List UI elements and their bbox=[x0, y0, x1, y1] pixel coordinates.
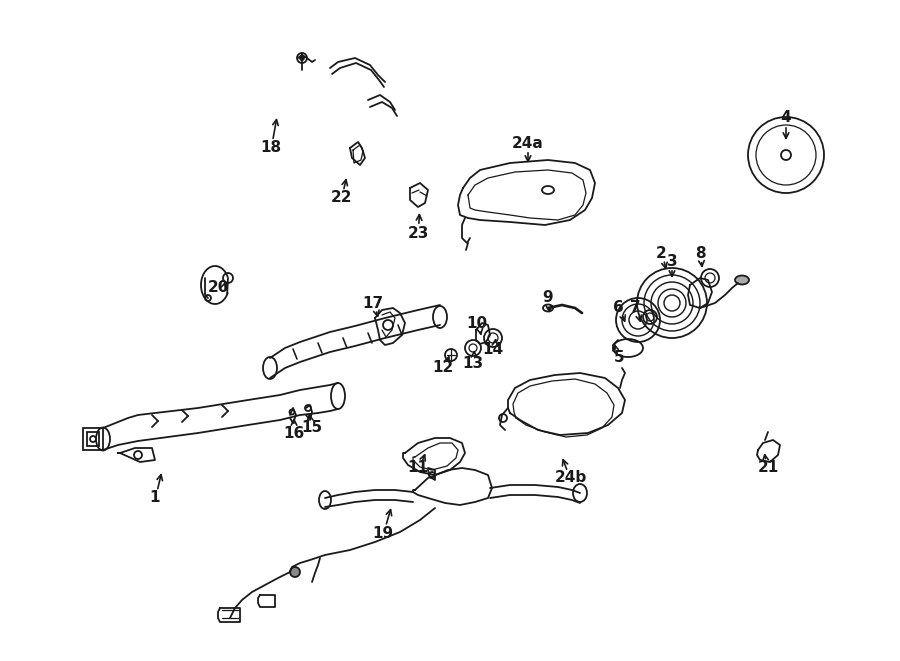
Text: 14: 14 bbox=[482, 342, 504, 358]
Text: 12: 12 bbox=[432, 360, 454, 375]
Text: 10: 10 bbox=[466, 315, 488, 330]
Text: 4: 4 bbox=[780, 110, 791, 126]
Text: 11: 11 bbox=[408, 461, 428, 475]
Text: 8: 8 bbox=[695, 245, 706, 260]
Text: 24a: 24a bbox=[512, 136, 544, 151]
Text: 3: 3 bbox=[667, 254, 678, 268]
Text: 24b: 24b bbox=[555, 471, 587, 485]
Text: 1: 1 bbox=[149, 490, 160, 506]
Text: 9: 9 bbox=[543, 290, 553, 305]
Text: 23: 23 bbox=[408, 225, 428, 241]
Text: 18: 18 bbox=[260, 141, 282, 155]
Circle shape bbox=[300, 56, 304, 60]
Text: 20: 20 bbox=[207, 280, 229, 295]
Text: 16: 16 bbox=[284, 426, 304, 440]
Text: 13: 13 bbox=[463, 356, 483, 371]
Text: 15: 15 bbox=[302, 420, 322, 436]
Text: 7: 7 bbox=[630, 301, 640, 315]
Text: 22: 22 bbox=[330, 190, 352, 206]
Ellipse shape bbox=[735, 276, 749, 284]
Text: 19: 19 bbox=[373, 525, 393, 541]
Text: 17: 17 bbox=[363, 295, 383, 311]
Circle shape bbox=[290, 567, 300, 577]
Text: 6: 6 bbox=[613, 301, 624, 315]
Text: 21: 21 bbox=[758, 461, 778, 475]
Text: 2: 2 bbox=[655, 245, 666, 260]
Text: 5: 5 bbox=[614, 350, 625, 366]
